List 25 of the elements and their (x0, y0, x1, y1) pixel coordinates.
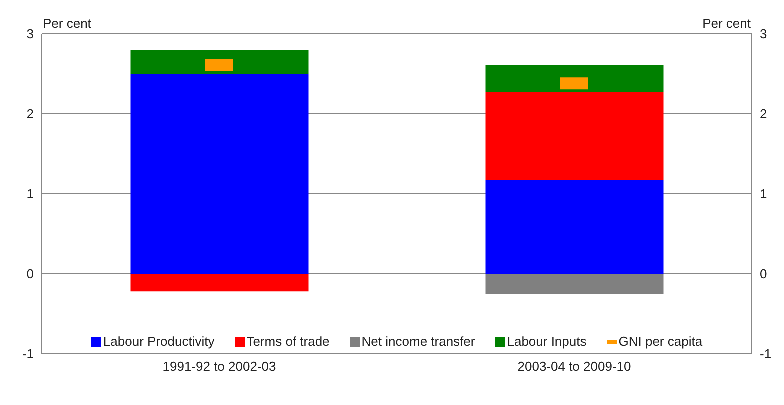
bar (486, 65, 664, 92)
y2-axis-title: Per cent (702, 16, 752, 31)
y2-tick-label: -1 (760, 346, 772, 362)
legend-label: Terms of trade (246, 334, 330, 349)
bar (130, 50, 309, 74)
y-tick-label: 3 (26, 26, 34, 42)
bar (130, 274, 309, 292)
y-axis-title: Per cent (43, 16, 92, 31)
y2-tick-label: 0 (760, 266, 768, 282)
legend-label: Labour Productivity (103, 334, 215, 349)
y2-tick-label: 1 (760, 186, 768, 202)
x-tick-label: 2003-04 to 2009-10 (518, 359, 632, 374)
y2-tick-label: 2 (760, 106, 768, 122)
y-tick-label: 1 (26, 186, 34, 202)
x-tick-label: 1991-92 to 2002-03 (162, 359, 276, 374)
legend-label: GNI per capita (618, 334, 703, 349)
legend-label: Labour Inputs (507, 334, 587, 349)
y-tick-label: 0 (26, 266, 34, 282)
y2-tick-label: 3 (760, 26, 768, 42)
bar (486, 92, 664, 180)
y-tick-label: -1 (22, 346, 34, 362)
legend-label: Net income transfer (362, 334, 476, 349)
y-tick-label: 2 (26, 106, 34, 122)
bar (130, 74, 309, 274)
bar (486, 180, 664, 274)
